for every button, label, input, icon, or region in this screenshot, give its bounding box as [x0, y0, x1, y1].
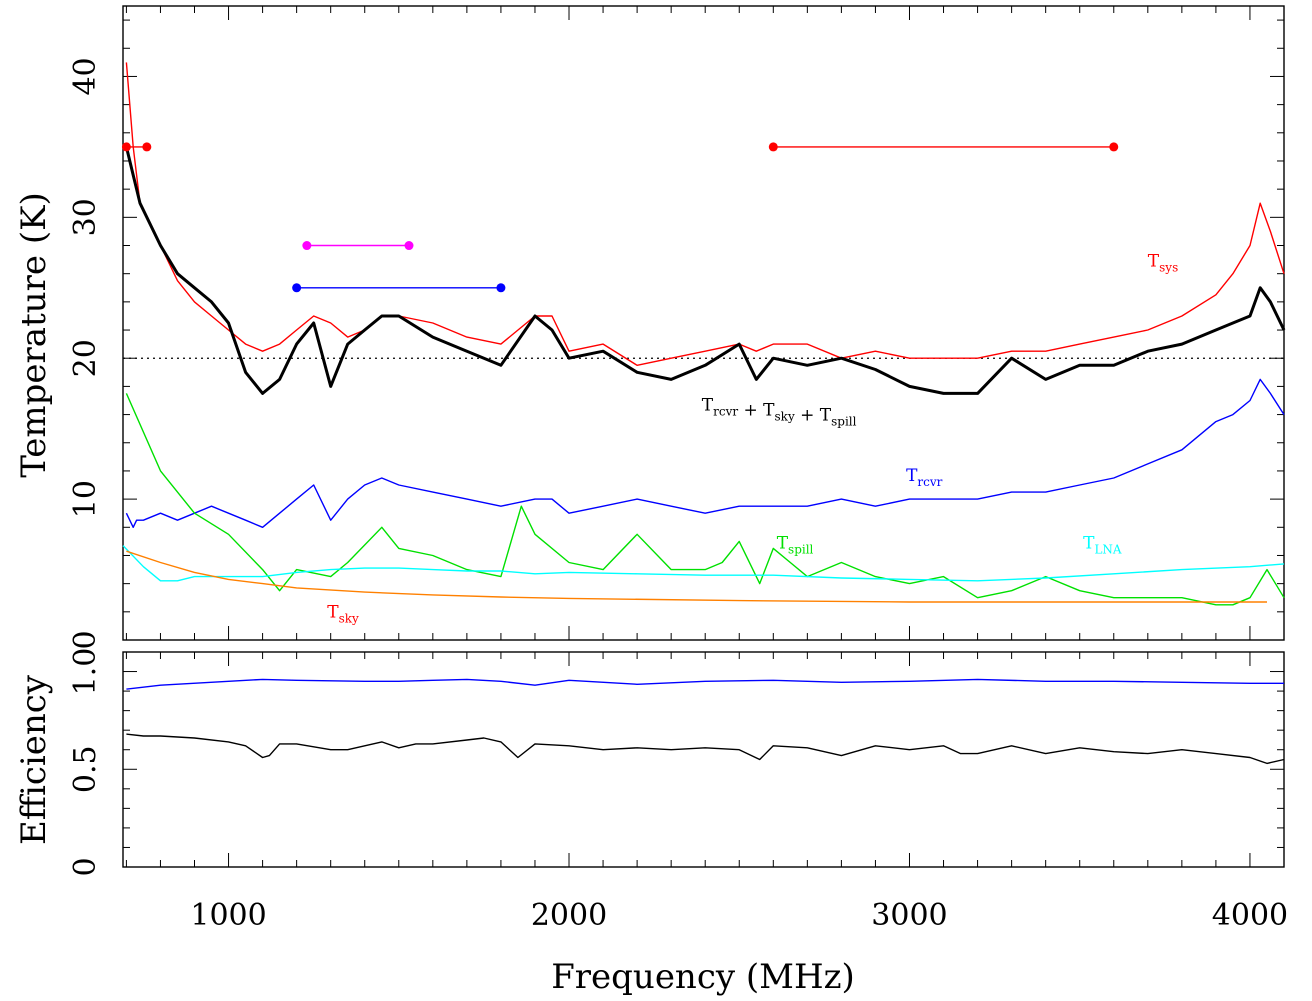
range-bar-endpoint [292, 283, 302, 293]
series-annotation: Tsys [1148, 252, 1178, 275]
x-tick-label: 2000 [531, 898, 607, 933]
range-bar-endpoint [404, 241, 414, 251]
efficiency-axis-title: Efficiency [14, 674, 54, 845]
t-lna-line [122, 545, 1285, 582]
range-bar-endpoint [496, 283, 506, 293]
series-annotation: Trcvr + Tsky + Tspill [702, 395, 857, 428]
range-bar-endpoint [142, 142, 152, 152]
y-tick-label: 0.5 [68, 745, 103, 793]
y-tick-label: 0 [68, 857, 103, 876]
y-tick-label: 10 [68, 480, 103, 518]
t-sky-line [126, 550, 1267, 603]
y-tick-label: 1.0 [68, 648, 103, 696]
y-tick-label: 0 [68, 630, 103, 649]
series-annotation: Tsky [327, 602, 359, 625]
series-annotation: Tspill [777, 533, 814, 556]
x-tick-label: 4000 [1212, 898, 1288, 933]
x-tick-label: 1000 [190, 898, 266, 933]
efficiency-panel: 0 0.5 1.0 1000 2000 3000 4000 [68, 648, 1288, 933]
temperature-axis-title: Temperature (K) [14, 192, 54, 477]
frequency-axis-title: Frequency (MHz) [551, 957, 855, 997]
range-bar-endpoint [1109, 142, 1119, 152]
range-bar-endpoint [121, 142, 131, 152]
t-rcvr-t-sky-t-spill-line [124, 146, 1286, 395]
t-rcvr-line [125, 378, 1285, 528]
t-sys-line [125, 62, 1285, 366]
plot-frame [122, 5, 1285, 641]
x-tick-label: 3000 [871, 898, 947, 933]
temperature-panel: 0 10 20 30 40 Tsys Trcvr + Tsky + Tspill Trcvr T… [68, 5, 1286, 650]
y-tick-label: 30 [68, 198, 103, 236]
t-spill-line [125, 393, 1285, 606]
series-annotation: Trcvr [906, 466, 943, 489]
series-1-line [126, 733, 1285, 765]
series-0-line [126, 678, 1284, 690]
plot-frame [122, 651, 1285, 868]
y-tick-label: 40 [68, 57, 103, 95]
range-bar-endpoint [302, 241, 312, 251]
y-tick-label: 20 [68, 339, 103, 377]
series-annotation: TLNA [1083, 533, 1122, 556]
range-bar-endpoint [768, 142, 778, 152]
